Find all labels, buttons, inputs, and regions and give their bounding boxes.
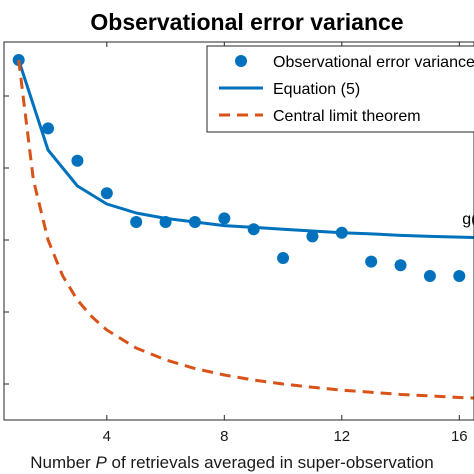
legend-entry-label: Central limit theorem — [273, 108, 421, 125]
series-line — [17, 59, 474, 239]
legend-entry-label: Equation (5) — [273, 81, 360, 98]
data-point — [394, 259, 407, 272]
x-tick-label: 8 — [220, 428, 228, 445]
data-point — [218, 212, 231, 225]
x-axis-label: Number P of retrievals averaged in super… — [30, 453, 433, 472]
x-axis-label-part-2: of retrievals averaged in super-observat… — [107, 453, 434, 472]
data-point — [277, 252, 290, 264]
data-point — [423, 270, 436, 282]
data-point — [71, 154, 84, 167]
plot-area: g(P — [12, 54, 474, 400]
data-point — [453, 270, 466, 282]
data-point — [306, 230, 319, 243]
x-axis-label-variable: P — [95, 453, 107, 472]
axes: 4 8 12 16 — [3, 41, 474, 445]
x-tick-label: 16 — [451, 428, 468, 445]
chart-title: Observational error variance — [90, 9, 403, 35]
data-point — [247, 223, 260, 236]
legend-marker — [235, 55, 247, 67]
legend: Observational error variance Equation (5)… — [206, 45, 474, 133]
data-point — [100, 187, 113, 200]
x-tick-label: 12 — [333, 428, 350, 445]
x-axis-label-part-1: Number — [30, 453, 95, 472]
axes-box — [3, 41, 474, 421]
data-point — [130, 216, 143, 228]
series-line-dashed — [17, 59, 474, 400]
data-point — [42, 122, 55, 135]
legend-entry-label: Observational error variance — [273, 54, 474, 71]
x-tick-label: 4 — [103, 428, 111, 445]
data-point — [365, 255, 378, 268]
annotation-label: g(P — [462, 211, 474, 228]
